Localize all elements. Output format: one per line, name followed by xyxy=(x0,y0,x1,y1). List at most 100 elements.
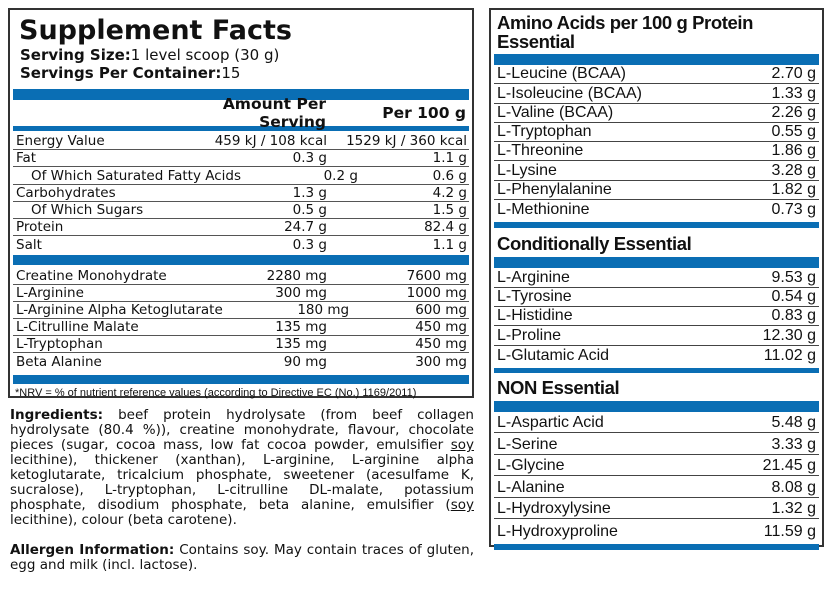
amount-per-serving: 2280 mg xyxy=(266,267,327,284)
amount-per-100g: 82.4 g xyxy=(424,219,467,236)
divider-bar xyxy=(494,222,819,229)
amino-value: 1.33 g xyxy=(771,84,816,102)
conditional-title: Conditionally Essential xyxy=(497,233,692,255)
table-row: Creatine Monohydrate 2280 mg 7600 mg xyxy=(13,267,469,285)
active-rows: Creatine Monohydrate 2280 mg 7600 mg L-Argi… xyxy=(10,267,472,370)
amount-per-100g: 4.2 g xyxy=(432,184,467,201)
amino-value: 11.02 g xyxy=(763,346,816,364)
amino-value: 3.33 g xyxy=(771,435,816,453)
amino-value: 1.82 g xyxy=(771,181,816,199)
col-per100: Per 100 g xyxy=(382,104,466,122)
table-row: Salt 0.3 g 1.1 g xyxy=(13,236,469,253)
nutrient-rows: Energy Value 459 kJ / 108 kcal 1529 kJ / 3… xyxy=(10,133,472,253)
conditional-rows: L-Arginine 9.53 g L-Tyrosine 0.54 g L-Histid… xyxy=(491,268,822,364)
servings-per-container: Servings Per Container:15 xyxy=(20,64,472,82)
amino-title: Amino Acids per 100 g Protein xyxy=(497,12,754,33)
amount-per-serving: 180 mg xyxy=(297,301,350,318)
amount-per-100g: 1000 mg xyxy=(406,284,467,301)
allergen-info: Allergen Information: Contains soy. May … xyxy=(10,543,474,573)
amount-per-100g: 7600 mg xyxy=(406,267,467,284)
nutrient-name: Of Which Sugars xyxy=(31,201,144,218)
amino-row: L-Histidine 0.83 g xyxy=(494,307,819,327)
amount-per-serving: 0.3 g xyxy=(292,150,327,167)
amount-per-100g: 1.5 g xyxy=(432,201,467,218)
amino-row: L-Glycine 21.45 g xyxy=(494,455,819,477)
amino-row: L-Arginine 9.53 g xyxy=(494,268,819,288)
table-row: Energy Value 459 kJ / 108 kcal 1529 kJ / 3… xyxy=(13,133,469,151)
amount-per-100g: 1529 kJ / 360 kcal xyxy=(346,133,467,150)
amount-per-serving: 0.2 g xyxy=(323,167,358,184)
nutrient-name: Salt xyxy=(16,237,42,254)
amino-name: L-Tyrosine xyxy=(497,287,572,305)
amino-value: 9.53 g xyxy=(771,268,816,286)
amino-value: 2.26 g xyxy=(771,103,816,121)
amino-value: 1.86 g xyxy=(771,142,816,160)
nrv-footnote: *NRV = % of nutrient reference values (a… xyxy=(15,387,417,400)
table-row: L-Arginine 300 mg 1000 mg xyxy=(13,285,469,302)
amino-row: L-Aspartic Acid 5.48 g xyxy=(494,412,819,434)
amino-value: 0.55 g xyxy=(771,123,816,141)
table-row: Carbohydrates 1.3 g 4.2 g xyxy=(13,185,469,202)
amino-acid-panel: Amino Acids per 100 g Protein Essential … xyxy=(489,8,824,550)
amino-name: L-Lysine xyxy=(497,161,557,179)
table-row: Fat 0.3 g 1.1 g xyxy=(13,150,469,168)
amount-per-100g: 450 mg xyxy=(415,319,467,336)
nutrient-name: Beta Alanine xyxy=(16,354,102,371)
allergen-soy: soy xyxy=(450,497,474,513)
column-header: Amount Per Serving Per 100 g xyxy=(10,95,472,131)
divider-bar xyxy=(13,89,469,100)
amount-per-serving: 300 mg xyxy=(275,284,327,301)
amino-row: L-Methionine 0.73 g xyxy=(494,200,819,219)
amino-name: L-Hydroxyproline xyxy=(497,522,618,540)
divider-bar xyxy=(494,367,819,373)
ingredients-part: lecithine), colour (beta carotene). xyxy=(10,512,237,528)
serving-size-label: Serving Size: xyxy=(20,46,131,64)
amino-name: L-Glycine xyxy=(497,457,565,475)
divider-bar xyxy=(13,375,469,385)
amino-name: L-Aspartic Acid xyxy=(497,414,604,432)
nutrient-name: L-Arginine Alpha Ketoglutarate xyxy=(16,301,223,318)
nutrient-name: L-Arginine xyxy=(16,284,84,301)
facts-title: Supplement Facts xyxy=(19,15,292,46)
amino-value: 3.28 g xyxy=(771,161,816,179)
amount-per-serving: 0.3 g xyxy=(292,237,327,254)
amount-per-100g: 1.1 g xyxy=(432,237,467,254)
table-row: L-Citrulline Malate 135 mg 450 mg xyxy=(13,319,469,337)
divider-bar xyxy=(494,543,819,550)
divider-bar xyxy=(13,255,469,266)
nutrient-name: Energy Value xyxy=(16,133,105,150)
amino-row: L-Threonine 1.86 g xyxy=(494,142,819,162)
allergen-label: Allergen Information: xyxy=(10,542,175,558)
amount-per-serving: 0.5 g xyxy=(292,201,327,218)
amino-value: 0.54 g xyxy=(771,287,816,305)
supplement-facts-panel: Supplement Facts Serving Size:1 level sc… xyxy=(8,8,474,400)
amino-row: L-Phenylalanine 1.82 g xyxy=(494,181,819,201)
amino-name: L-Proline xyxy=(497,326,562,344)
amino-row: L-Isoleucine (BCAA) 1.33 g xyxy=(494,84,819,104)
amount-per-100g: 1.1 g xyxy=(432,150,467,167)
amino-row: L-Proline 12.30 g xyxy=(494,326,819,346)
amino-row: L-Hydroxyproline 11.59 g xyxy=(494,519,819,541)
amino-value: 2.70 g xyxy=(771,65,816,83)
essential-title: Essential xyxy=(497,31,575,52)
amino-value: 11.59 g xyxy=(763,522,816,540)
amino-name: L-Phenylalanine xyxy=(497,181,612,199)
nutrient-name: L-Citrulline Malate xyxy=(16,319,139,336)
table-row: Protein 24.7 g 82.4 g xyxy=(13,219,469,237)
amino-name: L-Histidine xyxy=(497,307,573,325)
amino-row: L-Lysine 3.28 g xyxy=(494,161,819,181)
servings-label: Servings Per Container: xyxy=(20,64,222,82)
ingredients-part: beef protein hydrolysate (from beef coll… xyxy=(10,407,474,453)
ingredients-label: Ingredients: xyxy=(10,407,104,423)
nutrient-name: Protein xyxy=(16,219,64,236)
nutrient-name: Fat xyxy=(16,150,37,167)
divider-bar xyxy=(494,257,819,269)
table-row: Of Which Saturated Fatty Acids 0.2 g 0.6 g xyxy=(13,167,469,185)
amino-row: L-Tryptophan 0.55 g xyxy=(494,123,819,143)
col-serving: Amount Per Serving xyxy=(222,95,326,131)
divider-bar xyxy=(494,400,819,412)
amino-row: L-Valine (BCAA) 2.26 g xyxy=(494,104,819,123)
amino-value: 5.48 g xyxy=(771,414,816,432)
amino-name: L-Isoleucine (BCAA) xyxy=(497,84,642,102)
amount-per-100g: 0.6 g xyxy=(432,167,467,184)
